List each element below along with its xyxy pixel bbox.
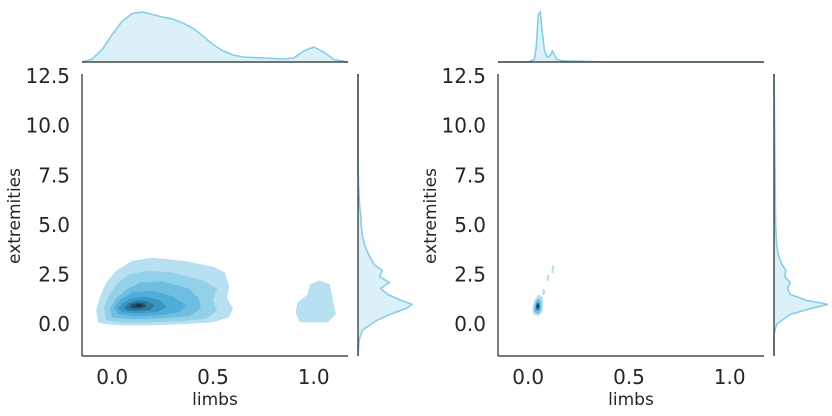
x-axis-label-right: limbs: [608, 390, 654, 410]
kde-contour-level-8: [536, 304, 539, 308]
marginal-x-line: [81, 11, 349, 63]
joint-plot-left: 0.0 0.5 1.0 0.0 2.5 5.0 7.5 10.0 12.5 limbs extr…: [5, 11, 414, 410]
y-tick-label: 2.5: [38, 263, 70, 287]
y-tick-label: 5.0: [454, 213, 486, 237]
marginal-x-left: [81, 11, 349, 63]
marginal-y-left: [357, 74, 414, 357]
marginal-x-line: [498, 9, 764, 63]
kde-contour-level-1: [546, 274, 550, 282]
marginal-y-line: [357, 74, 414, 357]
x-axis-label-left: limbs: [192, 390, 238, 410]
kde-contours-right: [532, 264, 555, 317]
marginal-x-fill: [82, 12, 348, 62]
y-tick-label: 7.5: [38, 163, 70, 187]
y-tick-label: 2.5: [454, 263, 486, 287]
x-tick-label: 0.5: [613, 365, 645, 389]
y-tick-label: 0.0: [454, 312, 486, 336]
kde-contour-level-1: [551, 264, 555, 274]
x-tick-label: 1.0: [714, 365, 746, 389]
kde-contours-left: [96, 257, 336, 326]
y-tick-label: 0.0: [38, 312, 70, 336]
y-tick-label: 12.5: [25, 64, 70, 88]
y-axis-label-left: extremities: [5, 168, 25, 264]
y-tick-label: 10.0: [25, 114, 70, 138]
axes-right: 0.0 0.5 1.0 0.0 2.5 5.0 7.5 10.0 12.5: [441, 64, 764, 389]
y-tick-label: 10.0: [441, 114, 486, 138]
marginal-y-right: [773, 73, 829, 356]
x-tick-label: 0.5: [197, 365, 229, 389]
x-tick-label: 0.0: [512, 365, 544, 389]
marginal-x-right: [498, 9, 764, 63]
marginal-y-fill: [358, 74, 412, 356]
y-tick-label: 7.5: [454, 163, 486, 187]
kde-contour-level-1: [541, 288, 546, 296]
x-tick-label: 1.0: [298, 365, 330, 389]
y-tick-label: 12.5: [441, 64, 486, 88]
kde-contour-level-8: [134, 304, 144, 308]
x-tick-label: 0.0: [96, 365, 128, 389]
marginal-y-line: [773, 73, 829, 356]
y-axis-label-right: extremities: [421, 168, 441, 264]
y-tick-label: 5.0: [38, 213, 70, 237]
marginal-y-fill: [774, 74, 828, 356]
kde-contour-level-1: [295, 280, 336, 323]
joint-plot-right: 0.0 0.5 1.0 0.0 2.5 5.0 7.5 10.0 12.5 limbs extr…: [421, 9, 829, 410]
axes-left: 0.0 0.5 1.0 0.0 2.5 5.0 7.5 10.0 12.5: [25, 64, 348, 389]
